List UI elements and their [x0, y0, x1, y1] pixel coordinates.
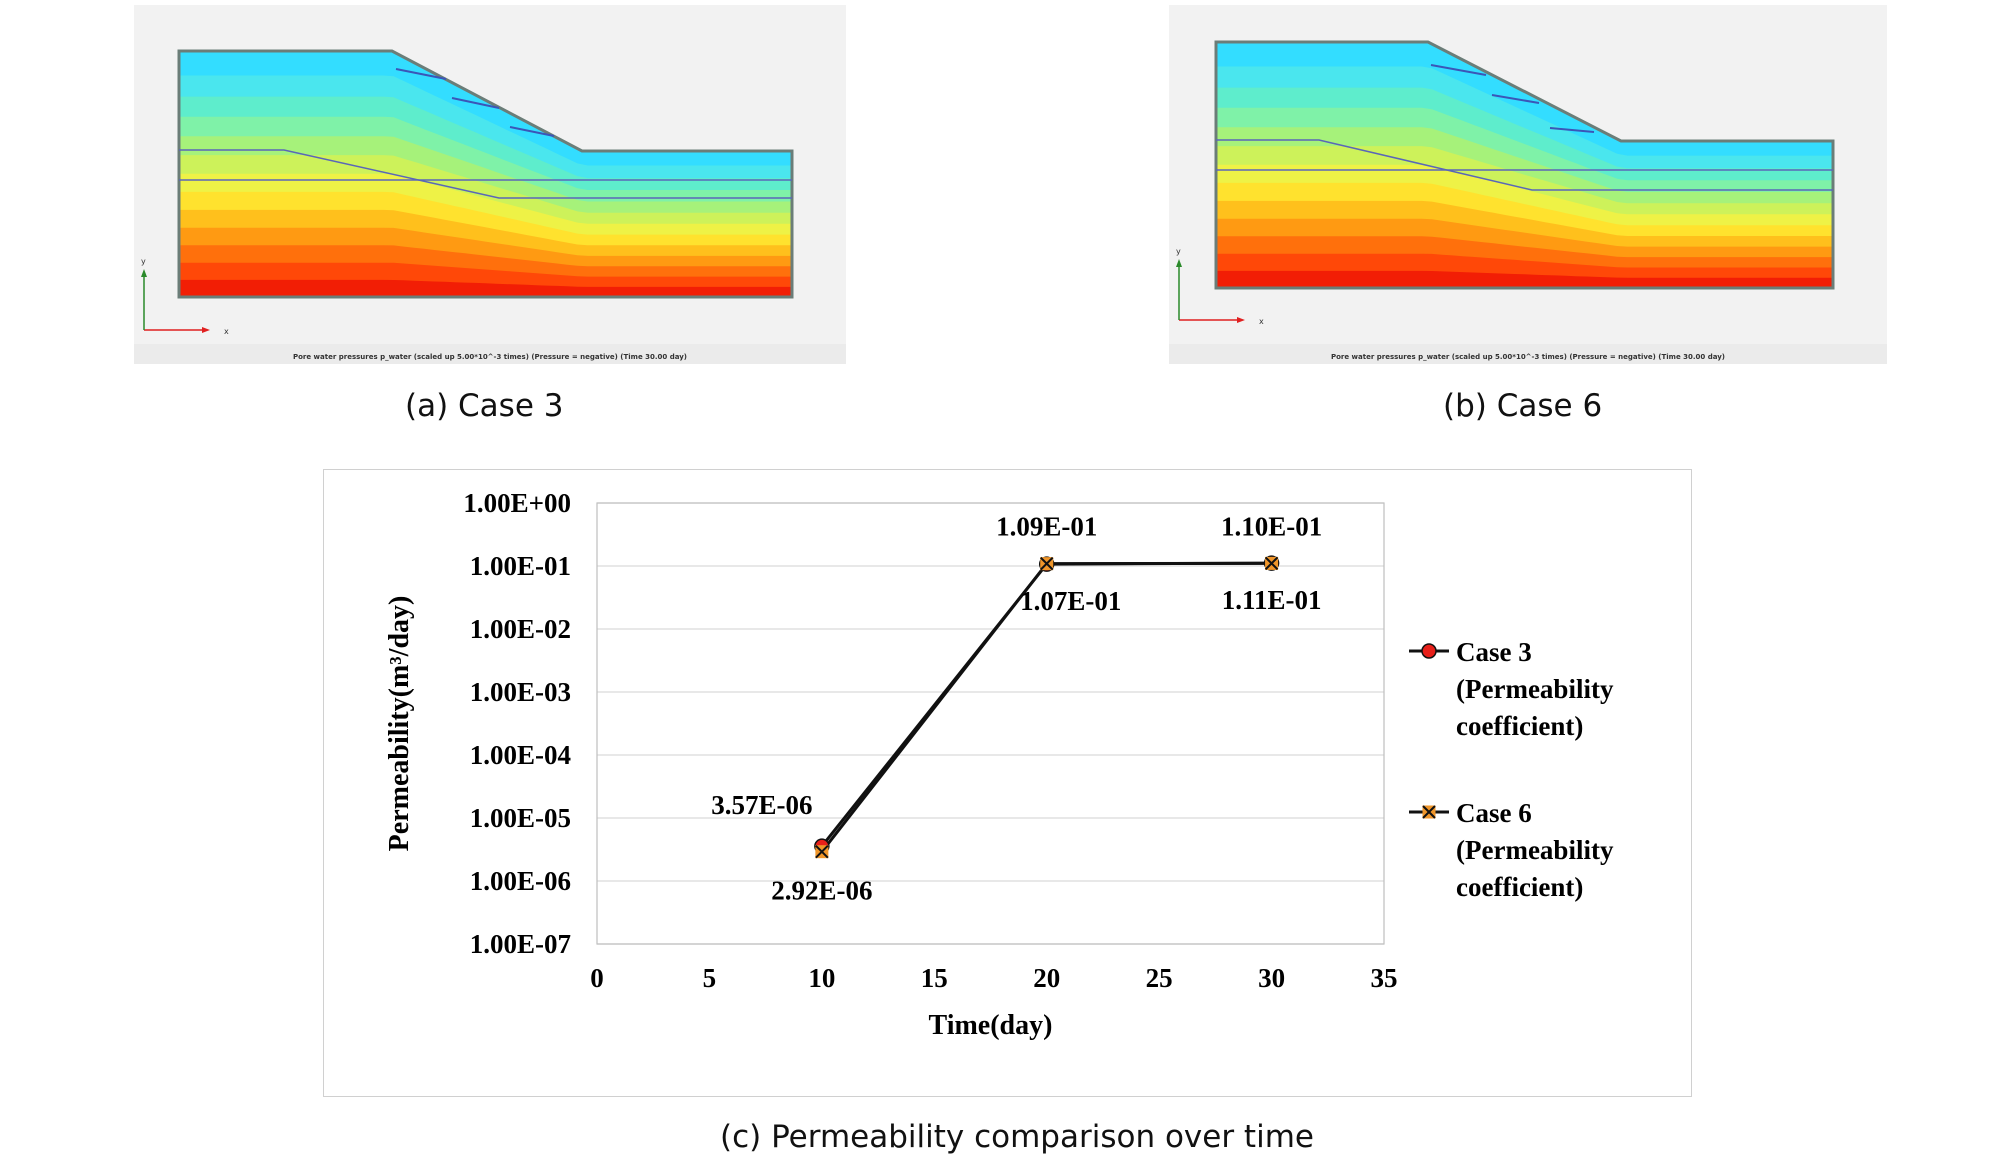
x-tick-label: 0 [590, 963, 604, 993]
y-arrow-head [1176, 259, 1182, 267]
drain-marker [395, 68, 447, 80]
drain-marker [451, 97, 500, 109]
y-arrow-head [141, 269, 147, 277]
y-tick-label: 1.00E-04 [470, 740, 571, 770]
legend-strip [1169, 344, 1887, 364]
pore-pressure-contour-plot: xy [1176, 40, 1835, 326]
legend-label: (Permeability [1456, 674, 1614, 704]
x-tick-label: 20 [1033, 963, 1060, 993]
x-tick-label: 15 [921, 963, 948, 993]
y-tick-label: 1.00E-07 [470, 929, 571, 959]
y-tick-label: 1.00E-05 [470, 803, 571, 833]
y-tick-label: 1.00E-02 [470, 614, 571, 644]
y-axis-title: Permeability(m³/day) [384, 596, 415, 852]
case-6-marker [1264, 556, 1279, 571]
x-tick-label: 25 [1146, 963, 1173, 993]
case-6-marker [815, 844, 829, 859]
caption-permeability-comparison: (c) Permeability comparison over time [720, 1119, 1314, 1155]
x-tick-label: 35 [1371, 963, 1398, 993]
x-arrow-head [1237, 317, 1245, 323]
case-3-marker [1421, 643, 1437, 659]
legend-label: Case 6 [1456, 798, 1532, 828]
y-tick-label: 1.00E+00 [463, 488, 571, 518]
case-6-marker [1422, 805, 1436, 819]
x-tick-label: 10 [808, 963, 835, 993]
data-label: 1.10E-01 [1221, 511, 1322, 541]
data-label: 1.09E-01 [996, 512, 1097, 542]
contour-band [179, 279, 792, 297]
permeability-chart: 1.00E+00 1.00E-01 1.00E-02 1.00E-03 1.00E-04… [323, 469, 1692, 1097]
legend-strip [134, 344, 846, 364]
caption-case-6: (b) Case 6 [1443, 388, 1603, 424]
x-tick-label: 30 [1258, 963, 1285, 993]
legend-label: coefficient) [1456, 872, 1583, 902]
y-axis-label: y [1176, 247, 1181, 256]
x-axis-label: x [1259, 317, 1264, 326]
x-arrow-head [202, 327, 210, 333]
x-tick-label: 5 [703, 963, 717, 993]
legend-label: coefficient) [1456, 711, 1583, 741]
data-label: 3.57E-06 [711, 790, 812, 820]
y-tick-label: 1.00E-06 [470, 866, 571, 896]
case-6-marker [1040, 556, 1054, 571]
y-tick-label: 1.00E-03 [470, 677, 571, 707]
slope-boundary [1214, 40, 1835, 290]
permeability-chart-svg: 1.00E+00 1.00E-01 1.00E-02 1.00E-03 1.00E-04… [384, 488, 1614, 1041]
y-axis-label: y [141, 257, 146, 266]
drain-marker [509, 126, 555, 137]
drain-marker [1430, 64, 1487, 76]
x-axis-title: Time(day) [929, 1010, 1053, 1041]
drain-marker [1491, 94, 1540, 104]
contour-band [1216, 270, 1833, 288]
legend-label: Case 3 [1456, 637, 1532, 667]
slope-boundary [177, 49, 794, 299]
water-level-line [179, 149, 792, 199]
plot-area [596, 502, 1385, 945]
data-label: 2.92E-06 [771, 876, 872, 906]
pore-pressure-caption: Pore water pressures p_water (scaled up … [1330, 353, 1726, 361]
y-tick-label: 1.00E-01 [470, 551, 571, 581]
legend-label: (Permeability [1456, 835, 1614, 865]
pore-pressure-caption: Pore water pressures p_water (scaled up … [292, 353, 688, 361]
data-label: 1.07E-01 [1020, 586, 1121, 616]
pore-pressure-contour-plot: xy [141, 49, 794, 336]
x-axis-label: x [224, 327, 229, 336]
water-level-line [1216, 139, 1833, 191]
caption-case-3: (a) Case 3 [405, 388, 564, 424]
data-label: 1.11E-01 [1222, 585, 1322, 615]
drain-marker [1549, 127, 1595, 133]
